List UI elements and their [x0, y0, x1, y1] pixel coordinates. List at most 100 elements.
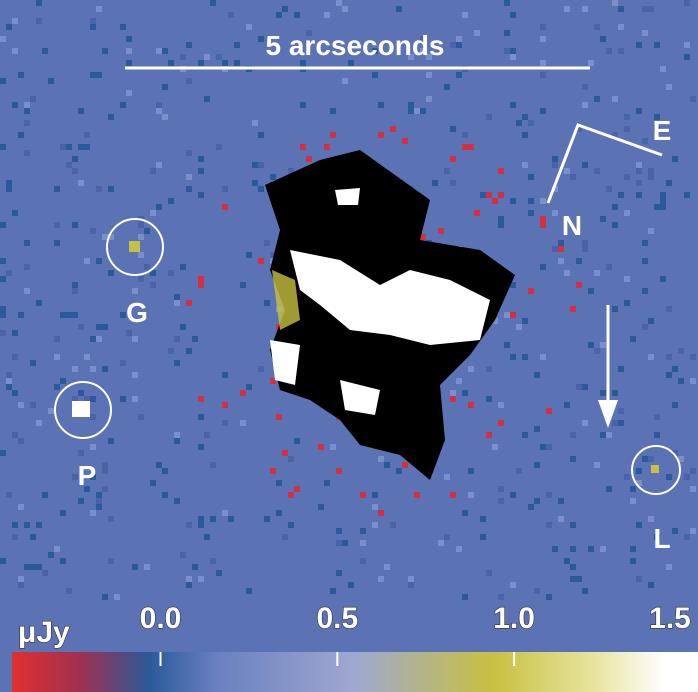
- pixel: [504, 342, 510, 348]
- pixel: [462, 510, 468, 516]
- pixel: [516, 468, 522, 474]
- pixel: [6, 24, 12, 30]
- pixel: [168, 198, 174, 204]
- pixel: [210, 558, 216, 564]
- pixel: [324, 144, 330, 150]
- pixel: [198, 168, 204, 174]
- pixel: [630, 498, 636, 504]
- pixel: [138, 276, 144, 282]
- compass-east: E: [653, 115, 672, 146]
- pixel: [108, 438, 114, 444]
- pixel: [102, 366, 108, 372]
- pixel: [456, 72, 462, 78]
- pixel: [510, 102, 516, 108]
- pixel: [582, 588, 588, 594]
- pixel: [48, 552, 54, 558]
- pixel: [534, 588, 540, 594]
- pixel: [618, 6, 624, 12]
- pixel: [60, 510, 66, 516]
- pixel: [456, 36, 462, 42]
- pixel: [258, 366, 264, 372]
- pixel: [636, 468, 642, 474]
- pixel: [210, 0, 216, 6]
- pixel: [264, 300, 270, 306]
- pixel: [624, 126, 630, 132]
- pixel: [198, 276, 204, 282]
- pixel: [480, 192, 486, 198]
- pixel: [78, 144, 84, 150]
- pixel: [324, 480, 330, 486]
- pixel: [36, 522, 42, 528]
- pixel: [546, 594, 552, 600]
- pixel: [102, 324, 108, 330]
- pixel: [552, 246, 558, 252]
- pixel: [594, 24, 600, 30]
- pixel: [540, 216, 546, 222]
- pixel: [12, 102, 18, 108]
- pixel: [552, 546, 558, 552]
- pixel: [216, 54, 222, 60]
- pixel: [594, 462, 600, 468]
- pixel: [72, 366, 78, 372]
- pixel: [222, 510, 228, 516]
- pixel: [516, 120, 522, 126]
- pixel: [78, 180, 84, 186]
- pixel: [498, 420, 504, 426]
- pixel: [150, 210, 156, 216]
- pixel: [36, 300, 42, 306]
- pixel: [642, 138, 648, 144]
- pixel: [378, 510, 384, 516]
- pixel: [492, 198, 498, 204]
- pixel: [204, 54, 210, 60]
- pixel: [660, 66, 666, 72]
- pixel: [222, 420, 228, 426]
- pixel: [216, 570, 222, 576]
- pixel: [642, 30, 648, 36]
- pixel: [324, 12, 330, 18]
- pixel: [288, 456, 294, 462]
- pixel: [612, 0, 618, 6]
- pixel: [618, 48, 624, 54]
- pixel: [486, 192, 492, 198]
- pixel: [0, 276, 6, 282]
- pixel: [408, 108, 414, 114]
- pixel: [66, 144, 72, 150]
- pixel: [450, 180, 456, 186]
- colorbar-tick-label: 1.0: [493, 602, 535, 635]
- pixel: [198, 522, 204, 528]
- pixel: [306, 156, 312, 162]
- pixel: [540, 72, 546, 78]
- pixel: [288, 522, 294, 528]
- pixel: [456, 378, 462, 384]
- pixel: [372, 504, 378, 510]
- pixel: [282, 534, 288, 540]
- pixel: [18, 504, 24, 510]
- pixel: [384, 462, 390, 468]
- pixel: [42, 492, 48, 498]
- pixel: [120, 312, 126, 318]
- pixel: [630, 336, 636, 342]
- pixel: [486, 366, 492, 372]
- pixel: [426, 96, 432, 102]
- pixel: [258, 258, 264, 264]
- pixel: [624, 210, 630, 216]
- pixel: [186, 348, 192, 354]
- pixel: [138, 252, 144, 258]
- pixel: [132, 336, 138, 342]
- pixel: [30, 360, 36, 366]
- pixel: [330, 108, 336, 114]
- pixel: [96, 504, 102, 510]
- pixel: [330, 588, 336, 594]
- pixel: [120, 396, 126, 402]
- pixel: [588, 60, 594, 66]
- pixel: [168, 348, 174, 354]
- pixel: [114, 594, 120, 600]
- pixel: [510, 582, 516, 588]
- pixel: [546, 444, 552, 450]
- pixel: [546, 408, 552, 414]
- pixel: [642, 288, 648, 294]
- pixel: [510, 492, 516, 498]
- pixel: [408, 576, 414, 582]
- pixel: [648, 6, 654, 12]
- pixel: [378, 102, 384, 108]
